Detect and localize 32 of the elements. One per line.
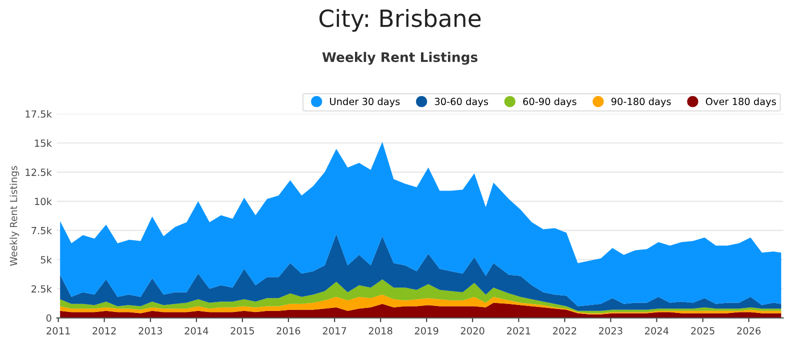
chart-subtitle: Weekly Rent Listings xyxy=(322,52,478,65)
x-tick-label: 2020 xyxy=(460,327,484,334)
x-tick-label: 2023 xyxy=(599,327,622,334)
x-tick-label: 2012 xyxy=(92,327,116,334)
x-tick-label: 2017 xyxy=(322,327,346,334)
y-tick-label: 2.5k xyxy=(32,285,52,293)
x-tick-label: 2015 xyxy=(230,327,254,334)
legend-label: Over 180 days xyxy=(706,98,776,108)
x-tick-label: 2026 xyxy=(737,327,761,334)
y-tick-label: 10k xyxy=(35,198,52,206)
y-tick-label: 7.5k xyxy=(32,226,52,234)
x-tick-label: 2022 xyxy=(553,327,576,334)
x-tick-label: 2016 xyxy=(276,327,300,334)
y-tick-label: 12.5k xyxy=(26,168,52,176)
y-tick-label: 5k xyxy=(40,256,52,264)
x-tick-label: 2021 xyxy=(507,327,530,334)
x-tick-label: 2024 xyxy=(645,327,668,334)
y-axis-title: Weekly Rent Listings xyxy=(10,166,20,266)
x-tick-label: 2011 xyxy=(46,327,70,334)
x-tick-label: 2018 xyxy=(368,327,392,334)
x-tick-label: 2013 xyxy=(138,327,162,334)
legend-label: 90-180 days xyxy=(611,98,671,108)
y-tick-label: 15k xyxy=(35,139,52,147)
x-tick-label: 2014 xyxy=(184,327,208,334)
legend-label: Under 30 days xyxy=(330,98,400,108)
y-tick-label: 0 xyxy=(46,314,52,322)
legend-label: 30-60 days xyxy=(434,98,488,108)
y-tick-label: 17.5k xyxy=(26,110,52,118)
x-tick-label: 2019 xyxy=(414,327,438,334)
chart-title: City: Brisbane xyxy=(319,8,481,32)
legend-label: 60-90 days xyxy=(523,98,576,108)
x-tick-label: 2025 xyxy=(691,327,714,334)
